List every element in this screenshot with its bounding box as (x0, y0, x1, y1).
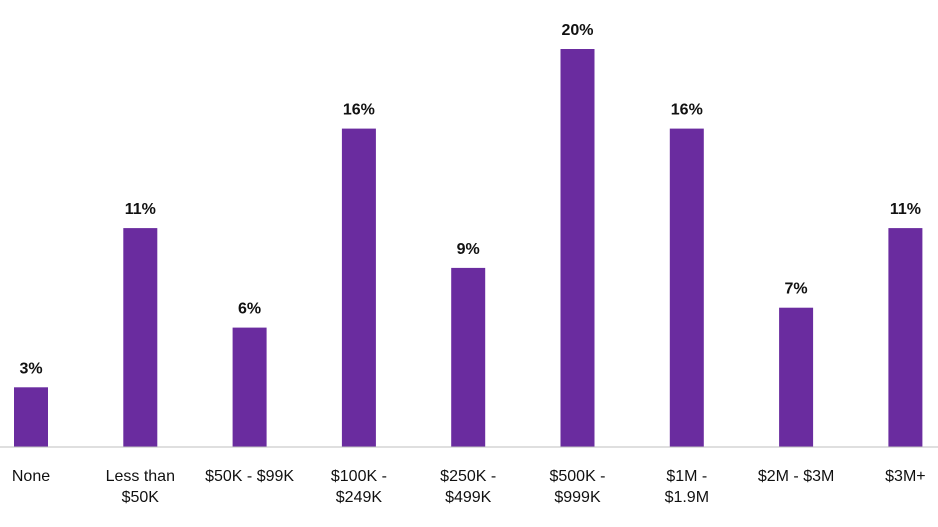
data-label: 16% (671, 102, 703, 119)
bar (779, 307, 814, 447)
bar (14, 387, 48, 447)
bars-layer (14, 49, 923, 447)
bar (341, 128, 376, 447)
x-tick-label: Less than $50K (106, 468, 175, 506)
data-label: 11% (125, 201, 156, 218)
data-label: 9% (457, 241, 480, 258)
x-tick-label: $1M -$1.9M (665, 468, 709, 506)
labels-layer: 3% 11% 6% 16% 9% 20% 16% 7% 11% (19, 22, 921, 377)
bar (123, 228, 158, 447)
bar (669, 128, 704, 447)
x-tick-label: $250K -$499K (440, 468, 496, 506)
bar (451, 267, 486, 447)
data-label: 11% (890, 201, 921, 218)
data-label: 20% (561, 22, 593, 39)
data-label: 7% (785, 281, 808, 298)
x-tick-label: $2M - $3M (758, 468, 834, 485)
bar (888, 228, 923, 447)
bar (232, 327, 267, 447)
ticks-layer: None Less than $50K $50K - $99K $100K -$249K… (12, 468, 926, 506)
x-tick-label: $50K - $99K (205, 468, 294, 485)
x-tick-label: $3M+ (885, 468, 925, 485)
x-tick-label: None (12, 468, 50, 485)
data-label: 6% (238, 301, 261, 318)
x-tick-label: $100K -$249K (331, 468, 387, 506)
x-tick-label: $500K -$999K (549, 468, 605, 506)
bar (560, 49, 595, 447)
data-label: 3% (19, 360, 42, 377)
data-label: 16% (343, 102, 375, 119)
